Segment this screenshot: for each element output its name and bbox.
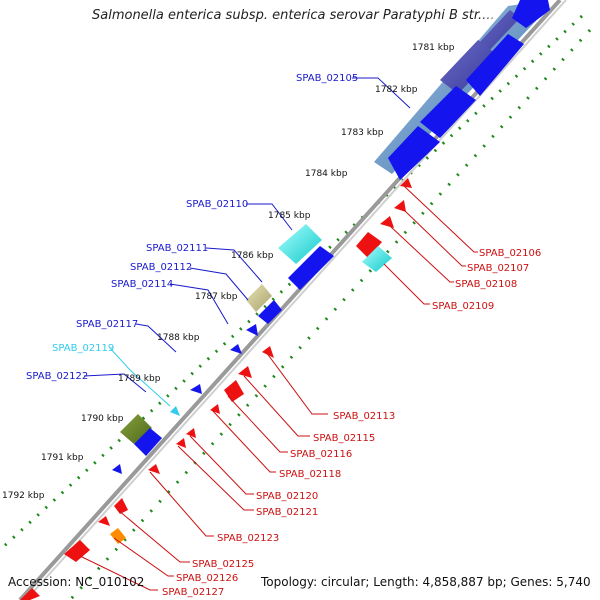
gene-spab-02119-arrow[interactable] [190,384,202,394]
reverse-leader-lines [79,185,478,591]
gene-label-spab-02112[interactable]: SPAB_02112 [130,262,192,273]
gene-spab-02112[interactable] [246,284,272,312]
gene-spab-02105-box[interactable] [440,40,496,94]
gene-label-spab-02111[interactable]: SPAB_02111 [146,243,208,254]
kbp-tick-label: 1790 kbp [81,414,124,424]
gene-label-spab-02114[interactable]: SPAB_02114 [111,279,173,290]
gene-small-fwd-2[interactable] [112,464,122,474]
reverse-gene-labels: SPAB_02106 SPAB_02107 SPAB_02108 SPAB_02… [162,248,541,598]
gene-spab-02118[interactable] [210,404,220,414]
gene-spab-02122-arrow[interactable] [134,428,162,456]
genome-title: Salmonella enterica subsp. enterica sero… [92,8,495,23]
gene-label-spab-02109[interactable]: SPAB_02109 [432,301,494,312]
kbp-tick-label: 1791 kbp [41,453,84,463]
kbp-tick-label: 1785 kbp [268,211,311,221]
gene-spab-02125b[interactable] [98,516,110,526]
gene-spab-02107[interactable] [394,200,406,212]
gene-label-spab-02116[interactable]: SPAB_02116 [290,449,352,460]
kbp-tick-label: 1784 kbp [305,169,348,179]
gene-spab-02126[interactable] [110,528,126,544]
gene-label-spab-02125[interactable]: SPAB_02125 [192,559,254,570]
gene-label-spab-02115[interactable]: SPAB_02115 [313,433,375,444]
gene-label-spab-02108[interactable]: SPAB_02108 [455,279,517,290]
gene-label-spab-02117[interactable]: SPAB_02117 [76,319,138,330]
gene-spab-02117-arrow[interactable] [230,344,242,354]
gene-label-spab-02105[interactable]: SPAB_02105 [296,73,358,84]
gene-small-fwd-1[interactable] [246,324,258,336]
kbp-tick-label: 1782 kbp [375,85,418,95]
gene-spab-02123[interactable] [148,464,160,474]
forward-gene-labels: SPAB_02105 SPAB_02110 SPAB_02111 SPAB_02… [26,73,358,382]
gene-spab-02122[interactable] [120,414,152,444]
gene-spab-02115[interactable] [238,366,252,378]
gene-label-spab-02126[interactable]: SPAB_02126 [176,573,238,584]
gene-spab-02108[interactable] [380,216,394,228]
gene-spab-02120[interactable] [186,428,196,438]
gene-spab-02127b[interactable] [20,588,40,600]
gene-spab-02119[interactable] [170,406,180,416]
gene-spab-02111-arrow[interactable] [288,246,334,290]
gene-spab-02127[interactable] [64,540,90,562]
kbp-scale: 1781 kbp 1782 kbp 1783 kbp 1784 kbp 1785… [2,43,455,501]
kbp-tick-label: 1789 kbp [118,374,161,384]
gene-label-spab-02122[interactable]: SPAB_02122 [26,371,88,382]
gene-spab-02125[interactable] [114,498,128,514]
kbp-tick-label: 1788 kbp [157,333,200,343]
kbp-tick-label: 1792 kbp [2,491,45,501]
accession-text: Accession: NC_010102 [8,575,145,589]
kbp-tick-label: 1783 kbp [341,128,384,138]
gene-label-spab-02113[interactable]: SPAB_02113 [333,411,395,422]
gene-forward-arrow-2[interactable] [466,34,524,96]
gene-label-spab-02123[interactable]: SPAB_02123 [217,533,279,544]
kbp-tick-label: 1786 kbp [231,251,274,261]
kbp-tick-label: 1787 kbp [195,292,238,302]
gene-spab-02114-arrow[interactable] [258,300,282,324]
gene-spab-02108-arrow[interactable] [356,232,382,258]
gene-forward-arrow-1[interactable] [512,0,550,28]
leader-spab-02119 [109,347,171,407]
gene-spab-02106[interactable] [400,178,412,188]
gene-forward-arrow-4[interactable] [388,126,440,180]
gene-forward-arrow-3[interactable] [420,86,476,138]
topology-text: Topology: circular; Length: 4,858,887 bp… [261,575,591,589]
gene-spab-02116[interactable] [224,380,244,402]
gene-feature-large-2[interactable] [476,10,520,54]
gene-spab-02121[interactable] [176,438,186,448]
forward-leader-lines [83,77,411,393]
gene-label-spab-02107[interactable]: SPAB_02107 [467,263,529,274]
gene-spab-02110[interactable] [278,224,322,264]
gene-label-spab-02127[interactable]: SPAB_02127 [162,587,224,598]
gene-spab-02109[interactable] [362,246,392,272]
gene-label-spab-02121[interactable]: SPAB_02121 [256,507,318,518]
gene-label-spab-02110[interactable]: SPAB_02110 [186,199,248,210]
gene-label-spab-02120[interactable]: SPAB_02120 [256,491,318,502]
reverse-tick-track [68,28,592,600]
gene-label-spab-02106[interactable]: SPAB_02106 [479,248,541,259]
gene-spab-02113[interactable] [262,346,274,358]
gene-label-spab-02119[interactable]: SPAB_02119 [52,343,114,354]
kbp-tick-label: 1781 kbp [412,43,455,53]
gene-label-spab-02118[interactable]: SPAB_02118 [279,469,341,480]
